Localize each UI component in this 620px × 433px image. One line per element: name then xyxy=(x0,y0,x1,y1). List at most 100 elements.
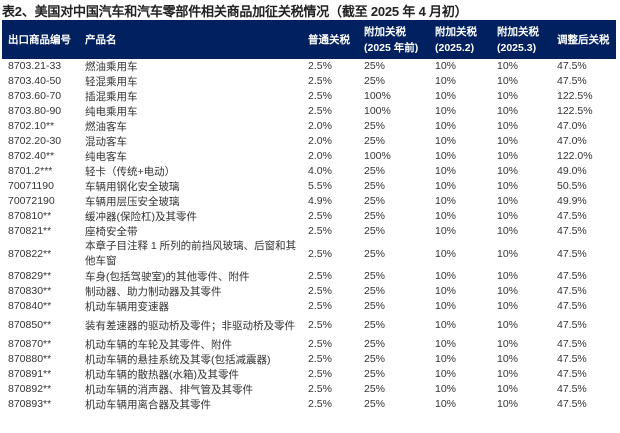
cell-feb2025: 10% xyxy=(435,225,457,237)
cell-adjusted: 47.5% xyxy=(557,60,587,72)
cell-pre2025: 25% xyxy=(364,210,386,222)
cell-name: 座椅安全带 xyxy=(85,226,138,238)
cell-name: 机动车辆的散热器(水箱)及其零件 xyxy=(85,369,239,381)
cell-base: 2.5% xyxy=(308,75,332,87)
cell-code: 8701.2*** xyxy=(8,165,53,177)
cell-code: 70072190 xyxy=(8,195,55,207)
header-label: 产品名 xyxy=(85,33,117,46)
cell-feb2025: 10% xyxy=(435,248,457,260)
table-row: 70072190 车辆用层压安全玻璃 4.9% 25% 10% 10% 49.9% xyxy=(2,194,616,209)
cell-adjusted: 47.5% xyxy=(557,383,587,395)
table-row: 8702.40** 纯电客车 2.0% 100% 10% 10% 122.0% xyxy=(2,149,616,164)
cell-mar2025: 10% xyxy=(497,383,519,395)
cell-name: 机动车辆的车轮及其零件、附件 xyxy=(85,339,232,351)
cell-name: 混动客车 xyxy=(85,136,127,148)
table-row: 8702.20-30 混动客车 2.0% 25% 10% 10% 47.0% xyxy=(2,134,616,149)
cell-mar2025: 10% xyxy=(497,398,519,410)
cell-feb2025: 10% xyxy=(435,210,457,222)
cell-name: 插混乘用车 xyxy=(85,91,138,103)
cell-name: 车辆用层压安全玻璃 xyxy=(85,196,180,208)
cell-base: 2.5% xyxy=(308,225,332,237)
cell-adjusted: 47.5% xyxy=(557,270,587,282)
cell-name: 缓冲器(保险杠)及其零件 xyxy=(85,211,197,223)
header-label: 普通关税 xyxy=(308,33,350,46)
cell-base: 2.5% xyxy=(308,285,332,297)
cell-name: 机动车辆用离合器及其零件 xyxy=(85,399,211,411)
cell-code: 8702.40** xyxy=(8,150,55,162)
cell-mar2025: 10% xyxy=(497,210,519,222)
cell-base: 5.5% xyxy=(308,180,332,192)
cell-name: 车辆用钢化安全玻璃 xyxy=(85,181,180,193)
header-base-tariff: 普通关税 xyxy=(308,20,350,59)
table-row: 8701.2*** 轻卡（传统+电动） 4.0% 25% 10% 10% 49.0% xyxy=(2,164,616,179)
cell-pre2025: 25% xyxy=(364,165,386,177)
cell-code: 8702.10** xyxy=(8,120,55,132)
cell-code: 870893** xyxy=(8,398,52,410)
cell-code: 870891** xyxy=(8,368,52,380)
cell-adjusted: 50.5% xyxy=(557,180,587,192)
cell-pre2025: 25% xyxy=(364,368,386,380)
cell-feb2025: 10% xyxy=(435,90,457,102)
cell-feb2025: 10% xyxy=(435,398,457,410)
header-sublabel: (2025 年前) xyxy=(364,41,419,54)
cell-adjusted: 47.5% xyxy=(557,319,587,331)
cell-pre2025: 25% xyxy=(364,180,386,192)
cell-mar2025: 10% xyxy=(497,353,519,365)
cell-pre2025: 25% xyxy=(364,319,386,331)
table-title: 表2、美国对中国汽车和汽车零部件相关商品加征关税情况（截至 2025 年 4 月… xyxy=(2,4,468,19)
table-header: 出口商品编号 产品名 普通关税 附加关税 (2025 年前) 附加关税 (2025.… xyxy=(2,20,616,59)
cell-feb2025: 10% xyxy=(435,353,457,365)
cell-mar2025: 10% xyxy=(497,319,519,331)
cell-pre2025: 25% xyxy=(364,135,386,147)
cell-code: 8703.40-50 xyxy=(8,75,62,87)
table-row: 870821** 座椅安全带 2.5% 25% 10% 10% 47.5% xyxy=(2,224,616,239)
table-row: 8703.21-33 燃油乘用车 2.5% 25% 10% 10% 47.5% xyxy=(2,59,616,74)
header-adjusted: 调整后关税 xyxy=(557,20,610,59)
cell-feb2025: 10% xyxy=(435,135,457,147)
cell-pre2025: 25% xyxy=(364,398,386,410)
cell-mar2025: 10% xyxy=(497,285,519,297)
cell-base: 2.5% xyxy=(308,368,332,380)
cell-base: 2.5% xyxy=(308,300,332,312)
cell-base: 2.0% xyxy=(308,120,332,132)
cell-base: 2.5% xyxy=(308,105,332,117)
cell-pre2025: 25% xyxy=(364,383,386,395)
cell-name: 燃油乘用车 xyxy=(85,61,138,73)
table-row: 870810** 缓冲器(保险杠)及其零件 2.5% 25% 10% 10% 47.5% xyxy=(2,209,616,224)
table-row: 8703.40-50 轻混乘用车 2.5% 25% 10% 10% 47.5% xyxy=(2,74,616,89)
header-sublabel: (2025.3) xyxy=(497,41,537,54)
cell-code: 870829** xyxy=(8,270,52,282)
cell-pre2025: 25% xyxy=(364,353,386,365)
header-pre2025: 附加关税 (2025 年前) xyxy=(364,20,418,59)
cell-code: 70071190 xyxy=(8,180,54,192)
cell-code: 870822** xyxy=(8,248,52,260)
cell-name: 机动车辆的消声器、排气管及其零件 xyxy=(85,384,253,396)
table-row: 870892** 机动车辆的消声器、排气管及其零件 2.5% 25% 10% 10% 47.… xyxy=(2,382,616,397)
cell-feb2025: 10% xyxy=(435,319,457,331)
cell-adjusted: 49.9% xyxy=(557,195,587,207)
cell-pre2025: 25% xyxy=(364,285,386,297)
cell-adjusted: 47.5% xyxy=(557,75,587,87)
cell-adjusted: 122.5% xyxy=(557,90,593,102)
table-row: 870840** 机动车辆用变速器 2.5% 25% 10% 10% 47.5% xyxy=(2,299,616,314)
cell-pre2025: 25% xyxy=(364,270,386,282)
header-name: 产品名 xyxy=(85,20,117,59)
header-label: 调整后关税 xyxy=(557,33,610,46)
tariff-table: 出口商品编号 产品名 普通关税 附加关税 (2025 年前) 附加关税 (2025.… xyxy=(2,20,616,412)
cell-feb2025: 10% xyxy=(435,368,457,380)
cell-feb2025: 10% xyxy=(435,60,457,72)
table-row: 70071190 车辆用钢化安全玻璃 5.5% 25% 10% 10% 50.5% xyxy=(2,179,616,194)
cell-code: 870892** xyxy=(8,383,52,395)
cell-code: 870830** xyxy=(8,285,52,297)
cell-pre2025: 25% xyxy=(364,248,386,260)
cell-code: 870870** xyxy=(8,338,52,350)
cell-adjusted: 47.0% xyxy=(557,135,587,147)
cell-feb2025: 10% xyxy=(435,383,457,395)
cell-code: 870840** xyxy=(8,300,52,312)
cell-feb2025: 10% xyxy=(435,270,457,282)
table-row: 870870** 机动车辆的车轮及其零件、附件 2.5% 25% 10% 10% 47.5% xyxy=(2,337,616,352)
cell-name: 燃油客车 xyxy=(85,121,127,133)
cell-pre2025: 25% xyxy=(364,195,386,207)
cell-name: 机动车辆的悬挂系统及其零(包括减震器) xyxy=(85,354,271,366)
table-row: 8703.60-70 插混乘用车 2.5% 100% 10% 10% 122.5% xyxy=(2,89,616,104)
